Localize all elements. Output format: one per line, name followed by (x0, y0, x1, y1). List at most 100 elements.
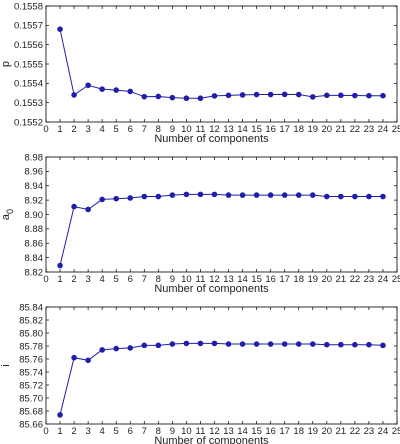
x-tick-label: 1 (57, 426, 62, 437)
data-point (197, 95, 204, 102)
x-tick-label: 11 (196, 426, 206, 437)
y-tick-label: 0.1552 (14, 117, 43, 128)
x-tick-label: 18 (293, 426, 304, 437)
x-tick-label: 8 (156, 124, 161, 135)
x-tick-label: 17 (279, 426, 290, 437)
data-point (352, 92, 358, 99)
y-tick-label: 8.98 (25, 152, 44, 163)
x-tick-label: 14 (237, 274, 248, 285)
x-tick-label: 10 (181, 124, 192, 135)
x-tick-label: 4 (100, 426, 105, 437)
y-tick-label: 0.1556 (14, 40, 43, 51)
data-point (309, 94, 316, 100)
data-point (155, 93, 162, 100)
x-tick-label: 10 (181, 426, 192, 437)
data-point (380, 193, 386, 200)
x-tick-label: 3 (85, 124, 90, 135)
data-point (141, 93, 148, 100)
data-point (71, 92, 77, 98)
data-point (169, 341, 176, 347)
y-tick-label: 85.80 (19, 328, 43, 339)
x-tick-label: 1 (57, 124, 62, 135)
plot-area (45, 156, 398, 273)
x-tick-label: 15 (251, 426, 262, 437)
x-tick-label: 11 (196, 124, 206, 135)
data-point (99, 86, 105, 92)
x-tick-label: 24 (378, 426, 389, 437)
data-point (324, 92, 330, 99)
x-tick-label: 18 (293, 274, 304, 285)
x-tick-label: 9 (170, 124, 175, 135)
x-tick-label: 22 (350, 274, 361, 285)
x-tick-label: 4 (100, 274, 105, 285)
data-point (295, 192, 302, 198)
x-tick-label: 6 (128, 274, 133, 285)
y-tick-label: 85.70 (19, 393, 43, 404)
x-axis-label: Number of components (154, 283, 269, 295)
data-point (99, 196, 105, 203)
data-point (239, 92, 246, 98)
data-point (155, 193, 162, 200)
data-point (253, 341, 260, 347)
data-point (267, 341, 274, 347)
data-point (197, 340, 204, 347)
x-tick-label: 19 (307, 274, 318, 285)
x-tick-label: 16 (265, 124, 276, 135)
x-tick-label: 15 (251, 274, 262, 285)
x-tick-label: 0 (43, 274, 48, 285)
x-tick-label: 7 (142, 274, 147, 285)
y-tick-label: 8.86 (25, 239, 44, 250)
y-tick-label: 8.92 (25, 195, 44, 206)
y-tick-label: 0.1558 (14, 1, 43, 12)
y-tick-label: 8.82 (25, 267, 44, 278)
x-tick-label: 22 (350, 124, 361, 135)
data-point (85, 82, 91, 89)
x-tick-label: 23 (364, 124, 375, 135)
x-tick-label: 8 (156, 426, 161, 437)
x-tick-label: 2 (71, 426, 76, 437)
x-tick-label: 13 (223, 426, 234, 437)
data-point (71, 203, 77, 210)
data-point (225, 92, 232, 99)
y-tick-label: 85.74 (19, 367, 43, 378)
data-point (141, 193, 148, 200)
x-tick-label: 17 (279, 274, 290, 285)
data-point (352, 341, 358, 348)
x-tick-label: 16 (265, 426, 276, 437)
x-tick-label: 5 (114, 124, 119, 135)
x-tick-label: 21 (336, 274, 347, 285)
y-tick-label: 85.78 (19, 341, 43, 352)
data-point (211, 340, 218, 347)
data-point (295, 341, 302, 347)
data-point (253, 91, 260, 98)
x-tick-label: 2 (71, 274, 76, 285)
x-tick-label: 24 (378, 274, 389, 285)
data-point (338, 92, 344, 99)
data-point (197, 191, 204, 198)
x-tick-label: 8 (156, 274, 161, 285)
y-tick-label: 85.76 (19, 354, 43, 365)
y-tick-label: 0.1554 (14, 79, 43, 90)
data-point (338, 341, 344, 348)
data-point (183, 95, 190, 102)
x-tick-label: 1 (57, 274, 62, 285)
data-point (281, 341, 288, 347)
data-point (57, 26, 63, 33)
x-tick-label: 6 (128, 124, 133, 135)
x-tick-label: 21 (336, 426, 347, 437)
data-point (352, 193, 358, 200)
y-axis-label-main: i (0, 364, 12, 366)
data-point (366, 92, 372, 99)
y-tick-label: 85.72 (19, 380, 43, 391)
data-point (85, 357, 91, 364)
data-point (127, 345, 134, 351)
data-point (57, 412, 63, 418)
data-point (141, 342, 148, 349)
data-point (366, 193, 372, 200)
data-point (239, 192, 246, 198)
data-point (380, 92, 386, 99)
y-tick-label: 85.66 (19, 419, 43, 430)
x-tick-label: 3 (85, 426, 90, 437)
y-axis-label: a0 (0, 209, 15, 220)
x-tick-label: 7 (142, 124, 147, 135)
